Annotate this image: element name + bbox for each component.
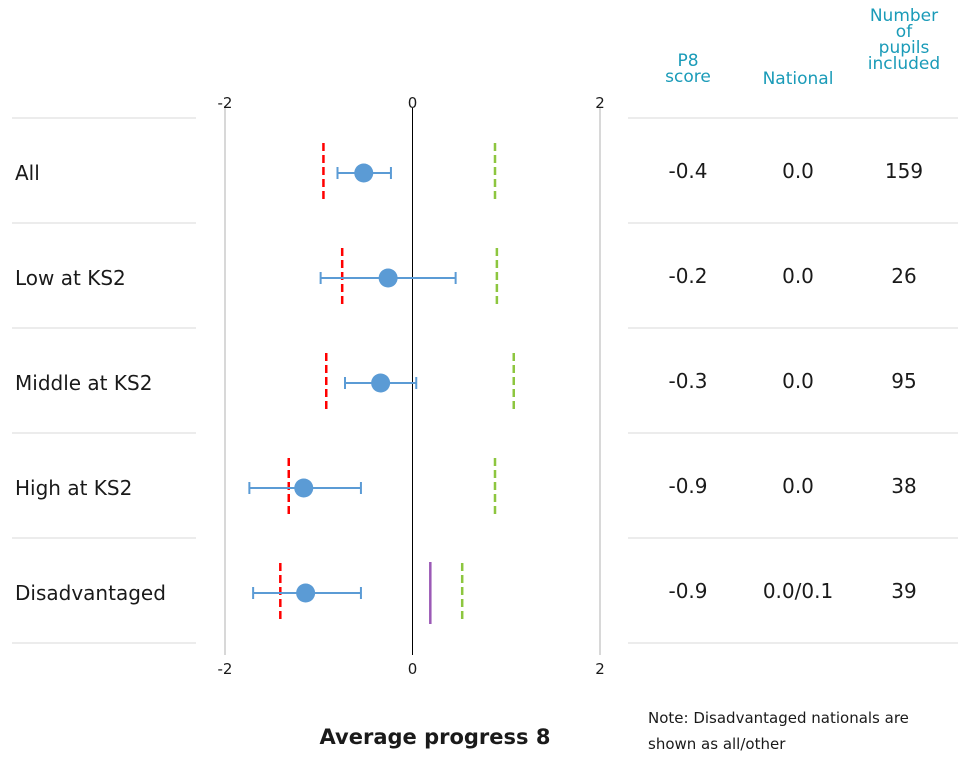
table-cell-national: 0.0 (782, 474, 814, 498)
tick-label-bottom: 2 (595, 660, 605, 678)
data-point (296, 583, 316, 603)
table-cell-pupils: 39 (891, 579, 917, 603)
table-cell-pupils: 26 (891, 264, 917, 288)
data-point (354, 163, 374, 183)
tick-label-bottom: 0 (407, 660, 418, 678)
table-cell-national: 0.0 (782, 159, 814, 183)
header-national: National (762, 69, 834, 89)
header-p8-score: P8 score (665, 51, 711, 87)
table-cell-p8-score: -0.3 (668, 369, 708, 393)
data-point (378, 268, 398, 288)
row-label: High at KS2 (15, 476, 133, 500)
table-cell-pupils: 38 (891, 474, 917, 498)
table-cell-p8-score: -0.2 (668, 264, 708, 288)
data-point (294, 478, 314, 498)
tick-label-top: -2 (217, 94, 233, 112)
row-label: All (15, 161, 40, 185)
tick-label-top: 2 (595, 94, 605, 112)
table-cell-national: 0.0 (782, 369, 814, 393)
row-label: Disadvantaged (15, 581, 166, 605)
table-cell-p8-score: -0.9 (668, 579, 708, 603)
table-cell-p8-score: -0.4 (668, 159, 708, 183)
table-cell-national: 0.0/0.1 (762, 579, 834, 603)
table-cell-p8-score: -0.9 (668, 474, 708, 498)
data-point (371, 373, 391, 393)
row-label: Low at KS2 (15, 266, 126, 290)
x-axis-title: Average progress 8 (319, 725, 551, 749)
note-text: Note: Disadvantaged nationals are shown … (648, 709, 909, 753)
table-cell-national: 0.0 (782, 264, 814, 288)
table-cell-pupils: 159 (884, 159, 924, 183)
tick-label-bottom: -2 (217, 660, 233, 678)
table-cell-pupils: 95 (891, 369, 917, 393)
row-label: Middle at KS2 (15, 371, 153, 395)
header-number-of-pupils: Number of pupils included (867, 6, 941, 74)
tick-label-top: 0 (407, 94, 418, 112)
